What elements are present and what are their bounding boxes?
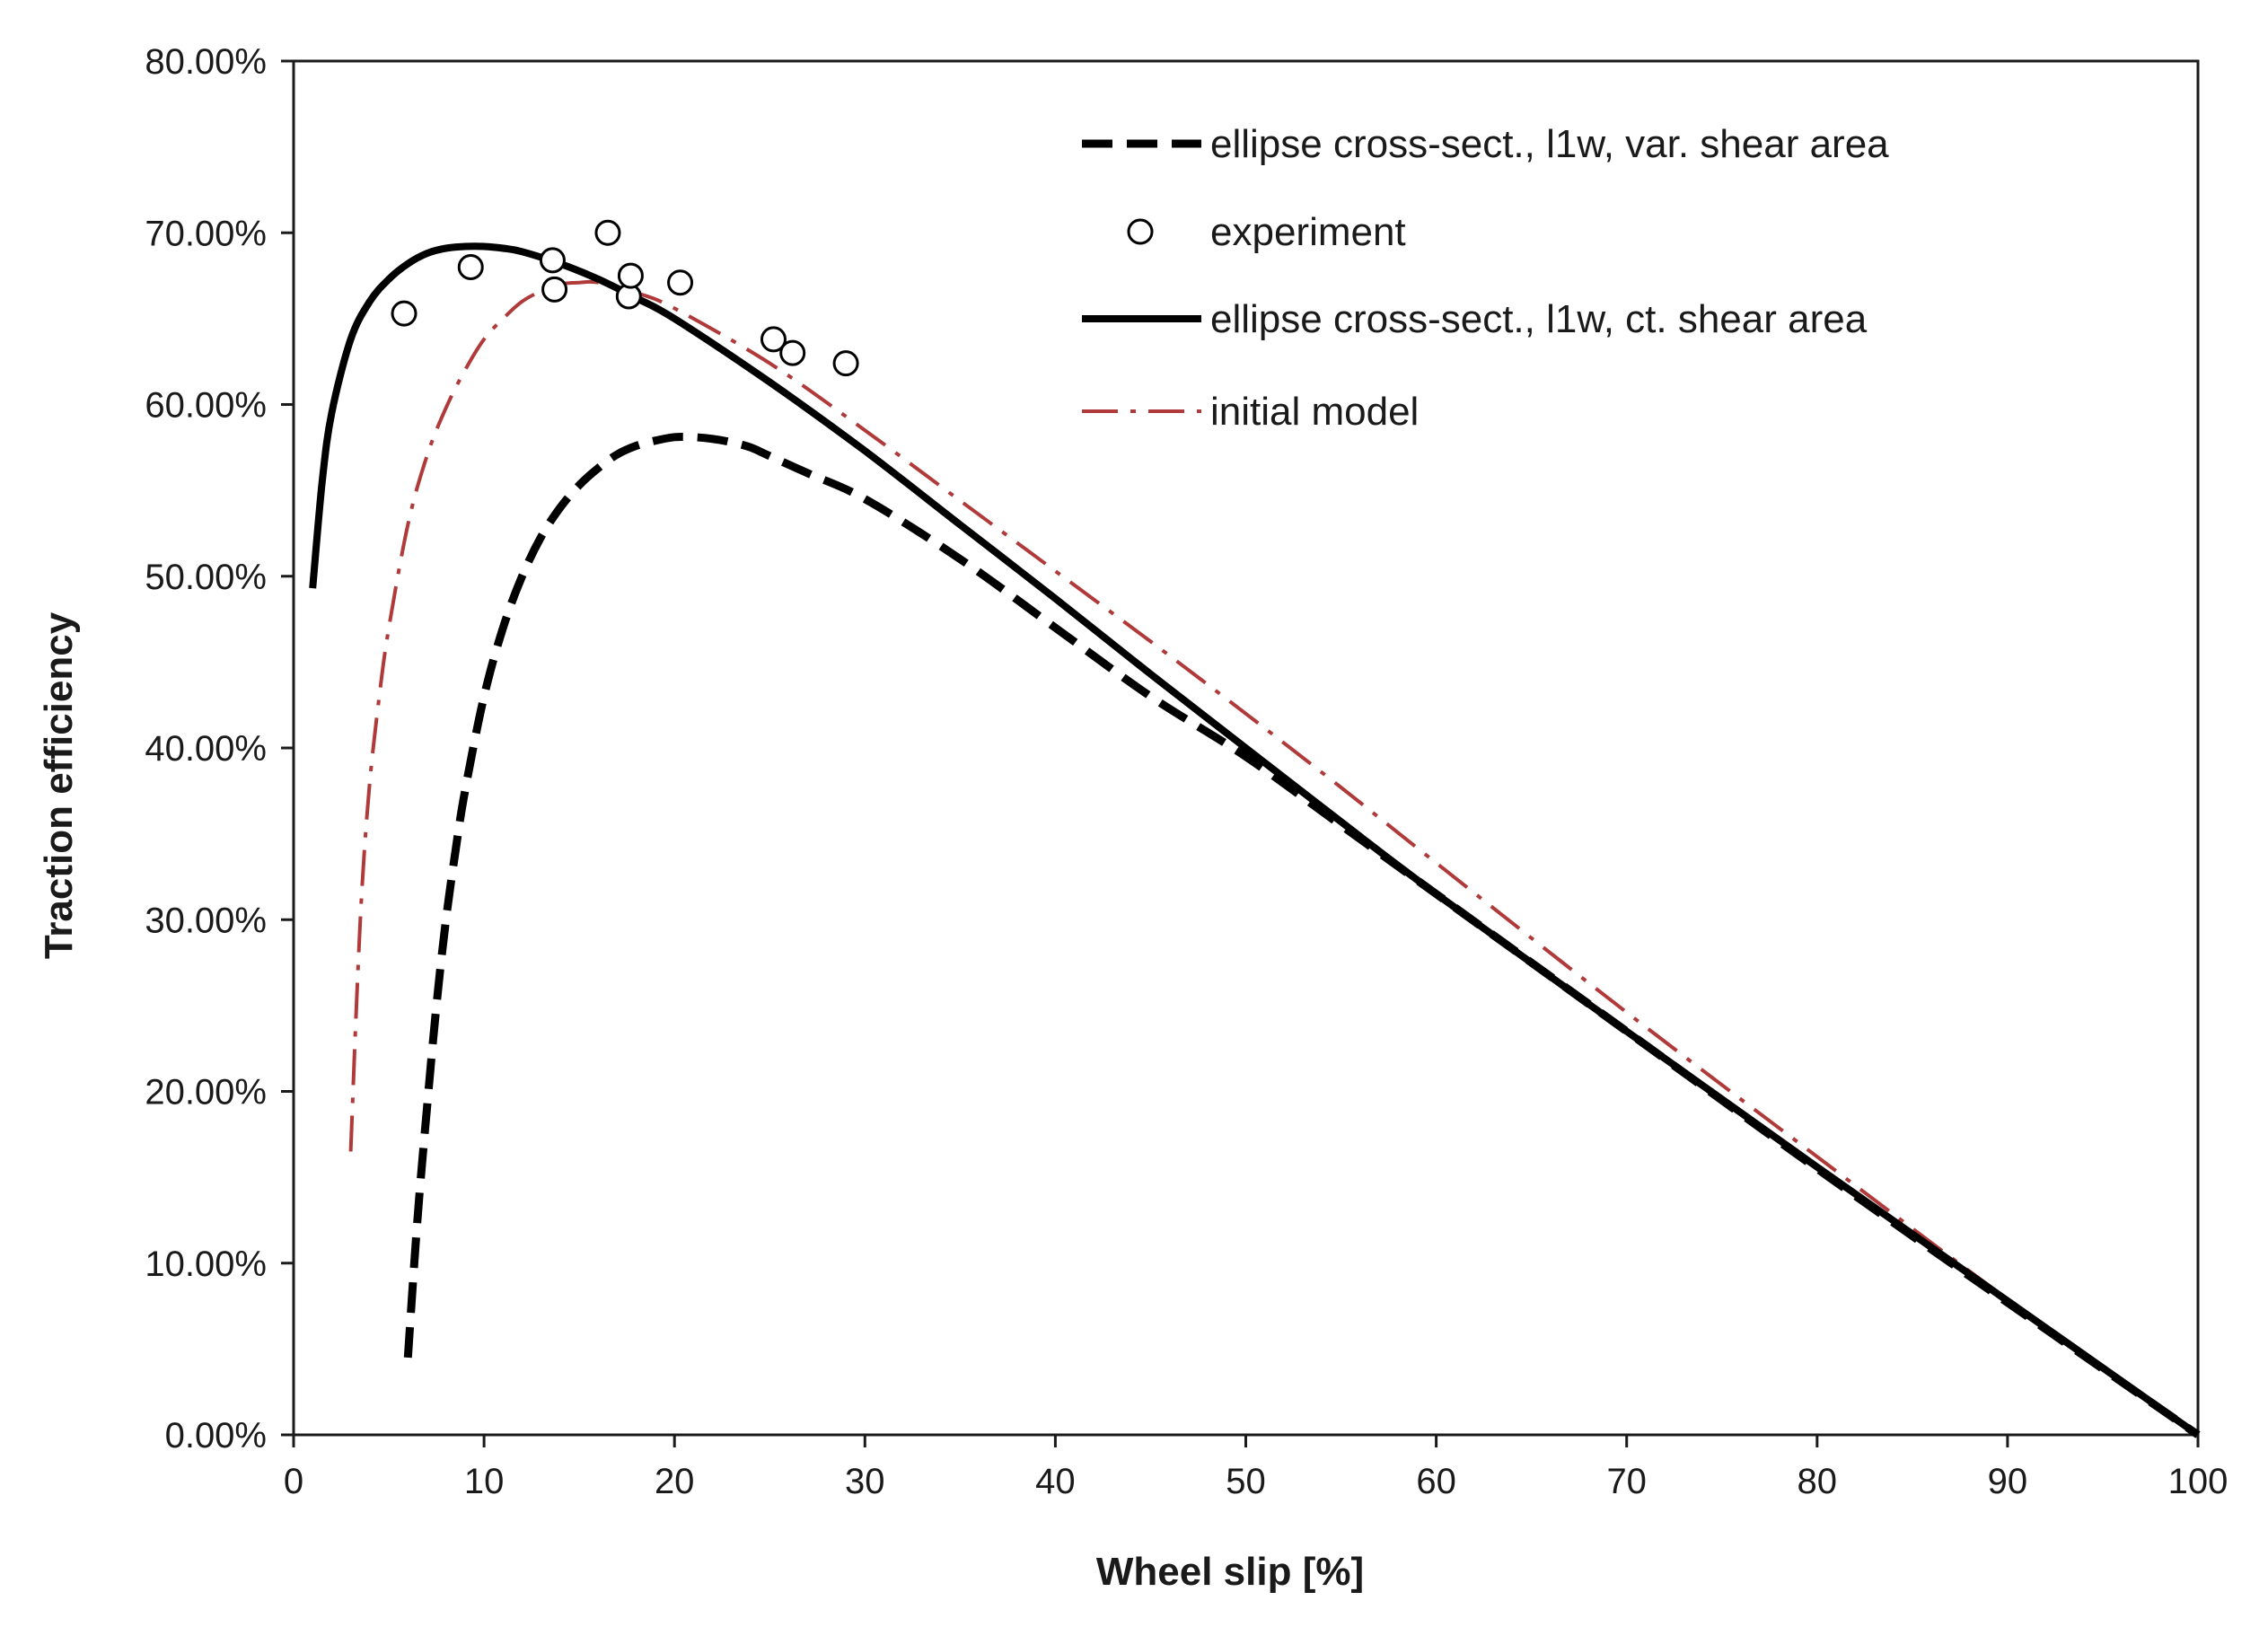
experiment-data-point (541, 276, 568, 303)
y-tick-label: 20.00% (145, 1073, 267, 1113)
experiment-data-point (779, 339, 806, 366)
y-tick-label: 10.00% (145, 1244, 267, 1284)
experiment-data-point (457, 254, 484, 280)
legend-marker-experiment (1127, 218, 1154, 245)
x-tick-label: 30 (845, 1462, 885, 1501)
y-tick-label: 50.00% (145, 558, 267, 597)
x-tick-label: 60 (1416, 1462, 1456, 1501)
x-tick-label: 50 (1226, 1462, 1266, 1501)
y-tick-label: 0.00% (165, 1416, 267, 1456)
legend: ellipse cross-sect., l1w, var. shear are… (1082, 122, 1889, 434)
y-tick-label: 70.00% (145, 214, 267, 253)
x-tick-label: 100 (2168, 1462, 2228, 1501)
series-line-0 (403, 432, 2201, 1438)
series-line-3 (348, 279, 2200, 1437)
experiment-data-point (594, 219, 621, 246)
x-axis-title: Wheel slip [%] (1096, 1550, 1364, 1594)
x-tick-label: 0 (284, 1462, 303, 1501)
legend-label-2: ellipse cross-sect., l1w, ct. shear area (1210, 297, 1868, 341)
experiment-data-point (832, 350, 859, 377)
experiment-data-point (617, 262, 644, 289)
x-tick-label: 70 (1606, 1462, 1647, 1501)
experiment-data-point (760, 326, 787, 353)
series-line-2 (309, 242, 2201, 1438)
x-tick-label: 20 (655, 1462, 695, 1501)
experiment-data-point (667, 269, 694, 296)
y-axis-title: Traction efficiency (37, 611, 81, 959)
y-tick-label: 40.00% (145, 729, 267, 769)
experiment-data-point (391, 300, 418, 327)
y-tick-label: 80.00% (145, 42, 267, 82)
x-tick-label: 90 (1988, 1462, 2028, 1501)
legend-label-0: ellipse cross-sect., l1w, var. shear are… (1210, 122, 1889, 166)
y-tick-label: 60.00% (145, 386, 267, 426)
legend-label-3: initial model (1210, 390, 1419, 434)
legend-label-1: experiment (1210, 210, 1406, 254)
x-tick-label: 10 (464, 1462, 505, 1501)
x-tick-label: 40 (1035, 1462, 1076, 1501)
y-tick-label: 30.00% (145, 901, 267, 940)
experiment-data-point (539, 247, 566, 274)
x-tick-label: 80 (1798, 1462, 1838, 1501)
